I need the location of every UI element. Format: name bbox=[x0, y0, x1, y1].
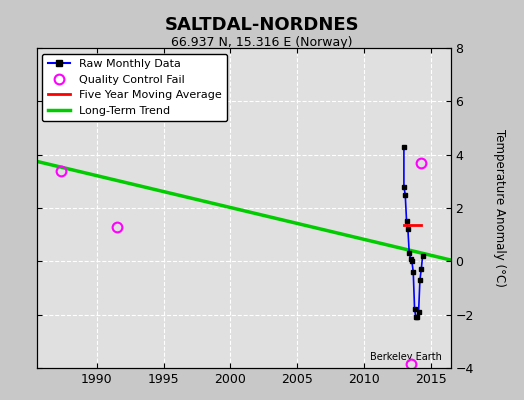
Text: Berkeley Earth: Berkeley Earth bbox=[370, 352, 442, 362]
Y-axis label: Temperature Anomaly (°C): Temperature Anomaly (°C) bbox=[493, 129, 506, 287]
Legend: Raw Monthly Data, Quality Control Fail, Five Year Moving Average, Long-Term Tren: Raw Monthly Data, Quality Control Fail, … bbox=[42, 54, 227, 121]
Text: SALTDAL-NORDNES: SALTDAL-NORDNES bbox=[165, 16, 359, 34]
Text: 66.937 N, 15.316 E (Norway): 66.937 N, 15.316 E (Norway) bbox=[171, 36, 353, 49]
